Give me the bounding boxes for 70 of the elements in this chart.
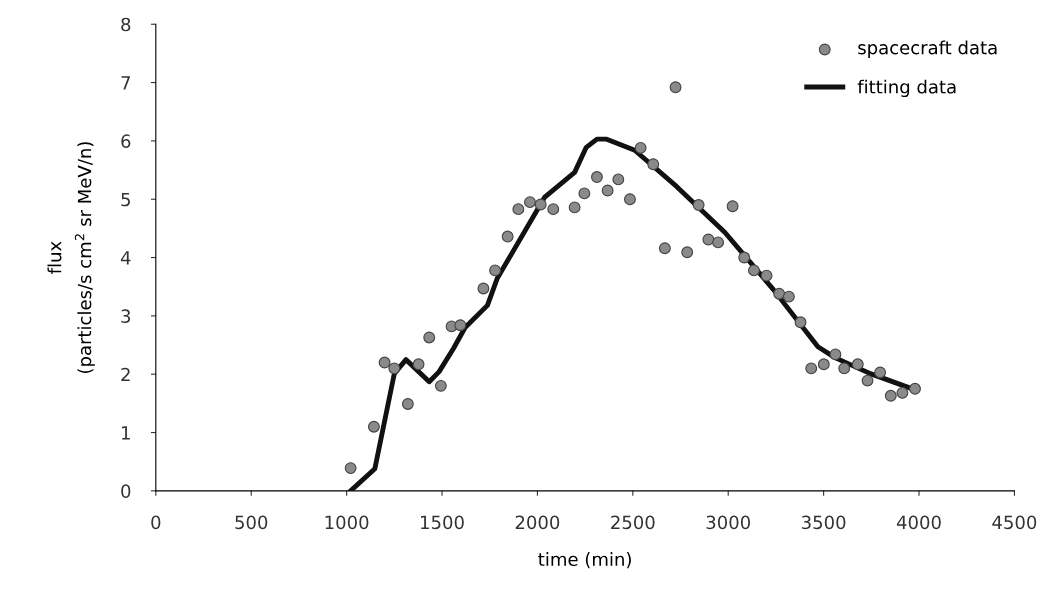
x-tick-label: 500 — [235, 515, 268, 530]
point — [454, 319, 467, 332]
point — [434, 379, 447, 392]
point — [367, 420, 380, 433]
point — [624, 193, 636, 206]
x-tick-label: 3000 — [706, 515, 750, 530]
x-tick-label: 2500 — [611, 515, 655, 530]
point — [378, 356, 391, 369]
point — [568, 201, 581, 214]
point — [591, 171, 603, 183]
x-tick-label: 4500 — [992, 515, 1037, 530]
point — [489, 264, 501, 277]
point — [401, 398, 414, 410]
point — [534, 198, 547, 211]
x-tick-label: 0 — [151, 515, 161, 530]
point — [805, 362, 818, 375]
point — [658, 242, 671, 255]
x-tick-label: 1500 — [421, 515, 464, 530]
point — [512, 203, 525, 216]
y-tick-label: 3 — [121, 309, 131, 323]
point — [634, 141, 647, 154]
point — [773, 287, 786, 300]
y-tick-label: 5 — [121, 192, 130, 207]
y-tick-label: 4 — [120, 251, 131, 265]
point — [612, 173, 625, 186]
point — [344, 462, 357, 475]
point — [909, 382, 921, 395]
y-axis-title: flux (particles/s cm$^{2}$ sr MeV/n) — [47, 142, 95, 373]
point — [692, 199, 705, 211]
point — [477, 282, 490, 295]
point — [669, 81, 682, 94]
point — [647, 158, 660, 171]
x-tick-label: 3500 — [802, 515, 846, 530]
point — [884, 389, 897, 402]
y-tick-label: 8 — [121, 17, 131, 32]
point — [681, 246, 694, 259]
y-tick-label: 6 — [121, 134, 131, 149]
point — [524, 196, 536, 209]
point — [423, 331, 436, 344]
x-tick-label: 1000 — [325, 515, 369, 530]
point — [702, 233, 715, 246]
point — [748, 264, 760, 277]
point — [760, 269, 773, 282]
point — [896, 386, 909, 399]
point — [547, 203, 560, 216]
x-tick-label: 2000 — [515, 515, 560, 530]
point — [782, 290, 795, 303]
point — [794, 316, 807, 329]
x-axis-title: time (min) — [538, 552, 631, 569]
point — [874, 366, 887, 379]
legend-label: spacecraft data — [858, 40, 997, 58]
point — [712, 236, 725, 249]
point — [388, 362, 401, 375]
point — [501, 230, 514, 243]
x-tick-label: 4000 — [896, 515, 941, 530]
legend-label: fitting data — [857, 79, 956, 98]
point — [851, 358, 864, 371]
point — [412, 358, 425, 371]
point — [578, 187, 591, 200]
y-tick-label: 0 — [121, 484, 131, 498]
y-tick-label: 2 — [121, 367, 130, 382]
point — [861, 374, 874, 387]
point — [738, 251, 751, 264]
y-tick-label: 1 — [122, 426, 130, 440]
point — [829, 348, 842, 361]
point — [601, 184, 614, 197]
point — [726, 200, 739, 213]
y-tick-label: 7 — [121, 76, 130, 90]
point — [817, 358, 830, 371]
point — [838, 362, 851, 375]
